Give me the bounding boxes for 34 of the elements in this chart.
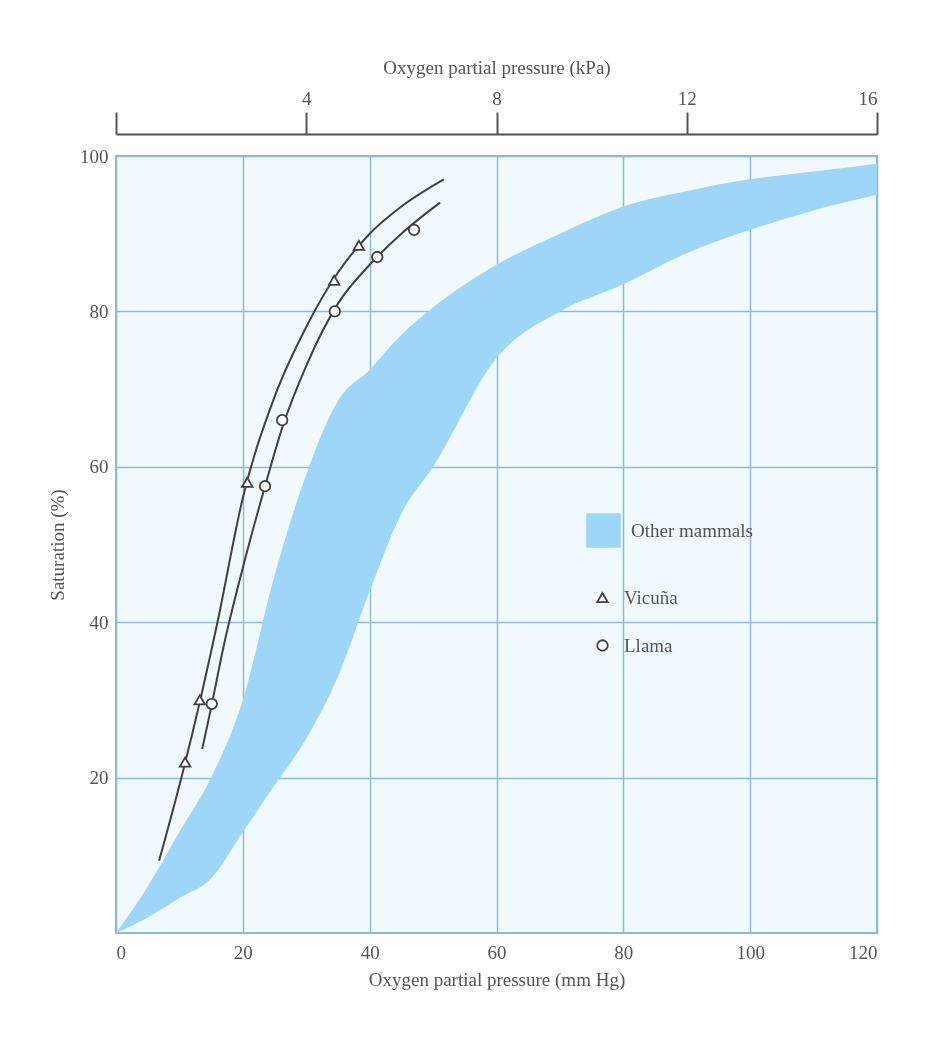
x2-tick-label: 4 [302, 87, 312, 109]
point [328, 274, 341, 286]
x-tick-label: 120 [849, 941, 878, 963]
point [328, 305, 341, 318]
y-axis-title: Saturation (%) [47, 489, 69, 601]
x2-axis-title: Oxygen partial pressure (kPa) [383, 56, 611, 79]
line-series [158, 178, 445, 862]
x2-tick-label: 12 [677, 87, 697, 109]
y-tick-label: 40 [89, 611, 109, 633]
line-series [201, 201, 442, 750]
y-tick-label: 20 [89, 767, 109, 789]
point [407, 223, 421, 236]
point [352, 239, 366, 251]
point [205, 697, 218, 710]
point [241, 476, 254, 488]
x-axis-title: Oxygen partial pressure (mm Hg) [368, 968, 626, 991]
y-tick-label: 100 [80, 145, 109, 167]
y-tick-label: 60 [89, 456, 109, 478]
x-tick-label: 60 [487, 941, 507, 963]
point [178, 756, 192, 768]
x-tick-label: 0 [116, 941, 126, 963]
x-tick-label: 40 [360, 941, 380, 963]
y-tick-label: 80 [89, 300, 109, 322]
legend-label: Vicuña [624, 586, 679, 608]
x-tick-label: 80 [614, 941, 634, 963]
x-tick-label: 100 [736, 941, 765, 963]
x-tick-label: 20 [233, 941, 253, 963]
legend-label: Llama [624, 634, 674, 656]
x2-tick-label: 16 [858, 87, 878, 109]
point [276, 414, 289, 427]
point [193, 694, 206, 706]
x2-tick-label: 8 [492, 87, 502, 109]
point [258, 480, 272, 493]
point [371, 250, 384, 264]
